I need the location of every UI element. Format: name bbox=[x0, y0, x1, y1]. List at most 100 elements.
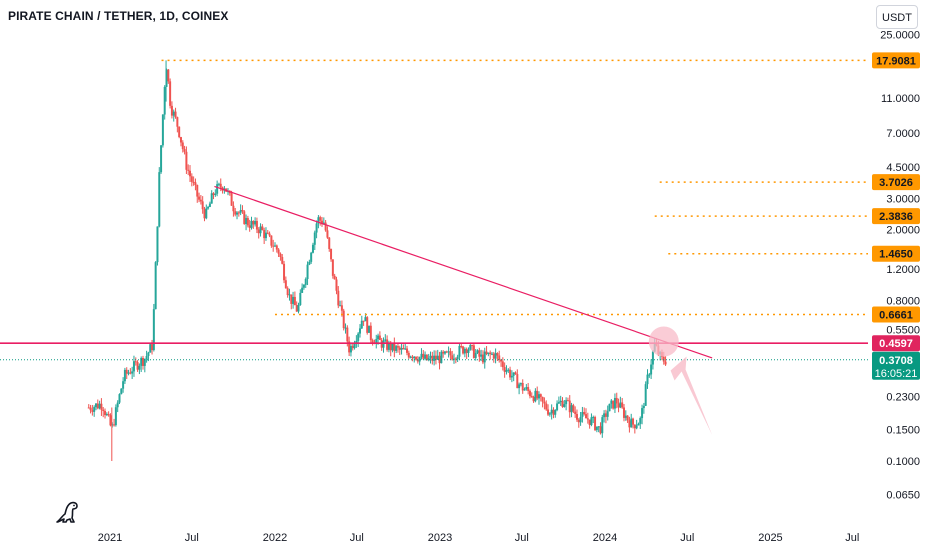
candle-body bbox=[321, 220, 324, 225]
candle-body bbox=[369, 325, 372, 341]
candle-body bbox=[377, 335, 380, 340]
candle-body bbox=[252, 220, 255, 225]
candle-body bbox=[650, 364, 653, 375]
candle-body bbox=[105, 413, 108, 416]
candle-body bbox=[290, 294, 293, 304]
candle-body bbox=[612, 400, 615, 409]
candle-body bbox=[160, 145, 163, 173]
candle-body bbox=[422, 353, 425, 359]
candle-body bbox=[496, 353, 499, 356]
candle-body bbox=[404, 348, 407, 350]
candle-body bbox=[613, 397, 616, 409]
candle-body bbox=[552, 409, 555, 415]
candle-body bbox=[319, 217, 322, 221]
candle-body bbox=[420, 353, 423, 358]
candle-body bbox=[116, 402, 119, 408]
dinosaur-logo-icon[interactable] bbox=[53, 498, 83, 526]
price-label-tag[interactable] bbox=[872, 174, 920, 191]
price-label-text: 3.7026 bbox=[879, 177, 913, 189]
candle-body bbox=[574, 411, 577, 415]
price-tick-label: 0.8000 bbox=[886, 295, 920, 307]
candle-body bbox=[179, 137, 182, 143]
candle-body bbox=[107, 413, 110, 416]
candle-body bbox=[147, 352, 150, 356]
candle-body bbox=[317, 217, 320, 224]
candle-body bbox=[387, 342, 390, 350]
candle-body bbox=[378, 335, 381, 340]
price-label-tag[interactable] bbox=[872, 335, 920, 352]
candle-body bbox=[328, 237, 331, 249]
candle-body bbox=[525, 387, 528, 390]
time-tick-label: Jul bbox=[350, 532, 364, 544]
candle-body bbox=[393, 342, 396, 351]
candle-body bbox=[304, 278, 307, 285]
candle-body bbox=[501, 361, 504, 368]
candle-body bbox=[178, 126, 181, 138]
candle-body bbox=[275, 245, 278, 250]
price-label-tag[interactable] bbox=[872, 52, 920, 69]
currency-unit-button[interactable]: USDT bbox=[876, 5, 918, 29]
candle-body bbox=[360, 320, 363, 329]
price-label-tag[interactable] bbox=[872, 245, 920, 262]
price-axis[interactable]: 25.0000 11.0000 7.0000 4.5000 3.0000 2.0000 1.… bbox=[880, 30, 920, 502]
candle-body bbox=[284, 280, 287, 289]
symbol-title[interactable]: PIRATE CHAIN / TETHER, 1D, COINEX bbox=[8, 9, 229, 23]
candle-body bbox=[217, 183, 220, 185]
candle-body bbox=[530, 396, 533, 398]
downward-forecast-arrow[interactable] bbox=[670, 356, 713, 436]
candle-body bbox=[445, 351, 448, 353]
time-tick-label: 2024 bbox=[593, 532, 617, 544]
candle-body bbox=[292, 296, 295, 304]
candle-body bbox=[633, 424, 636, 429]
price-tick-label: 0.1000 bbox=[886, 456, 920, 468]
time-tick-label: Jul bbox=[680, 532, 694, 544]
candles-layer bbox=[87, 60, 667, 461]
candle-body bbox=[532, 396, 535, 402]
candle-body bbox=[94, 403, 97, 408]
candle-body bbox=[597, 426, 600, 428]
candle-body bbox=[391, 342, 394, 351]
candle-body bbox=[418, 357, 421, 362]
price-label-tag[interactable] bbox=[872, 306, 920, 323]
candle-body bbox=[313, 232, 316, 245]
candle-body bbox=[651, 351, 654, 365]
price-tick-label: 4.5000 bbox=[886, 162, 920, 174]
candle-body bbox=[362, 320, 365, 322]
candle-body bbox=[89, 407, 92, 411]
candle-body bbox=[456, 356, 459, 360]
candle-body bbox=[306, 264, 309, 279]
price-tick-label: 1.2000 bbox=[886, 264, 920, 276]
candle-body bbox=[467, 349, 470, 353]
highlight-circle[interactable] bbox=[648, 326, 679, 357]
candle-body bbox=[129, 372, 132, 374]
candle-body bbox=[263, 229, 266, 239]
candle-body bbox=[463, 348, 466, 354]
candle-body bbox=[142, 358, 144, 366]
candle-body bbox=[519, 383, 522, 385]
candle-body bbox=[156, 226, 159, 263]
candle-body bbox=[516, 374, 519, 389]
price-label-text: 0.4597 bbox=[879, 338, 913, 350]
candle-body bbox=[570, 405, 573, 413]
candle-body bbox=[561, 400, 564, 407]
descending-trendline[interactable] bbox=[214, 185, 713, 359]
time-tick-label: 2023 bbox=[428, 532, 452, 544]
candle-body bbox=[310, 252, 313, 262]
candle-body bbox=[538, 394, 540, 399]
candle-body bbox=[344, 327, 347, 329]
price-label-tag[interactable] bbox=[872, 208, 920, 225]
candle-body bbox=[543, 401, 546, 404]
candle-body bbox=[500, 359, 503, 362]
candle-body bbox=[395, 346, 398, 351]
time-axis[interactable]: 2021 Jul 2022 Jul 2023 Jul 2024 Jul 2025 Jul bbox=[98, 532, 860, 544]
candle-body bbox=[277, 249, 280, 254]
candle-body bbox=[315, 223, 318, 233]
price-label-tag[interactable] bbox=[872, 351, 920, 380]
candle-body bbox=[407, 352, 410, 358]
candle-body bbox=[494, 353, 497, 359]
candle-body bbox=[548, 413, 551, 415]
time-tick-label: 2021 bbox=[98, 532, 122, 544]
candle-body bbox=[127, 372, 130, 374]
candle-body bbox=[483, 351, 486, 363]
